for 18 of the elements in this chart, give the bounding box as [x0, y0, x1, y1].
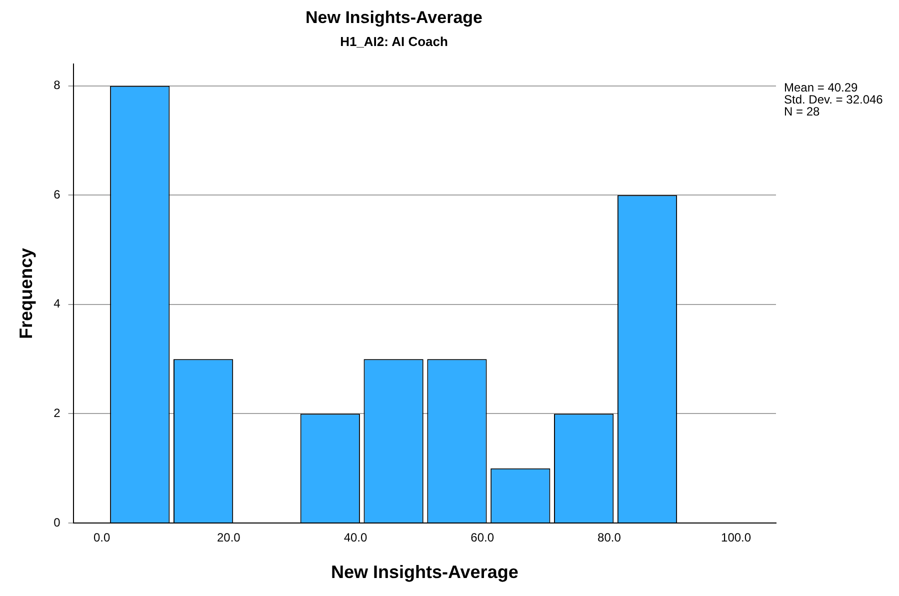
y-axis-title: Frequency — [16, 248, 36, 340]
text: Mean = 40.29 — [784, 80, 858, 94]
y-tick-label: 6 — [54, 187, 61, 202]
x-axis-title: New Insights-Average — [330, 562, 518, 582]
chart-subtitle: H1_AI2: AI Coach — [340, 34, 448, 49]
y-tick-label: 8 — [54, 78, 61, 92]
x-tick-label: 0.0 — [93, 530, 110, 545]
x-tick-label: 40.0 — [344, 530, 368, 545]
x-tick-label: 100.0 — [721, 530, 752, 545]
x-tick-label: 60.0 — [470, 530, 494, 545]
chart-title: New Insights-Average — [306, 8, 482, 27]
y-tick-label: 2 — [54, 406, 61, 420]
y-tick-label: 0 — [54, 515, 61, 530]
x-tick-label: 20.0 — [216, 530, 241, 545]
text: N = 28 — [784, 104, 820, 118]
text: Std. Dev. = 32.046 — [784, 92, 884, 106]
y-tick-label: 4 — [54, 296, 61, 311]
x-tick-label: 80.0 — [598, 530, 622, 545]
